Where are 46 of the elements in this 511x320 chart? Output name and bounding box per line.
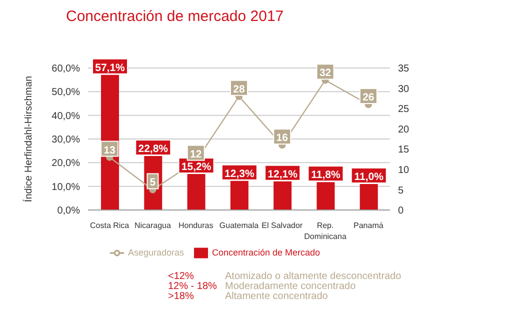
x-tick-label: Rep. Dominicana: [304, 221, 347, 241]
text: <12%: [168, 271, 195, 282]
data-label: 11,8%: [311, 169, 341, 182]
data-label: 32: [319, 67, 332, 80]
data-label: 12,1%: [268, 168, 298, 180]
data-label: 5: [150, 176, 156, 189]
y2-tick-label: 25: [398, 104, 410, 116]
legend-label: Aseguradoras: [128, 247, 184, 258]
y-tick-label: 60,0%: [52, 64, 80, 75]
y-tick-label: 40,0%: [52, 110, 80, 122]
y2-tick-label: 35: [398, 64, 410, 75]
chart-title: Concentración de mercado 2017: [66, 8, 284, 25]
x-tick-label: Panamá: [354, 221, 384, 230]
text: Moderadamente concentrado: [225, 281, 356, 292]
y-tick-label: 50,0%: [52, 87, 80, 98]
y2-tick-label: 15: [398, 144, 410, 156]
data-label: 16: [276, 132, 288, 144]
x-tick-label: Costa Rica: [90, 221, 130, 230]
x-tick-label: Nicaragua: [134, 221, 172, 230]
data-label: 15,2%: [181, 161, 212, 174]
y-tick-label: 0,0%: [57, 206, 80, 217]
text: 12% - 18%: [168, 281, 218, 292]
x-tick-label: El Salvador: [262, 221, 303, 230]
data-label: 11,0%: [354, 170, 384, 183]
y2-tick-label: 0: [398, 206, 404, 217]
text: Altamente concentrado: [225, 291, 328, 302]
text: >18%: [168, 291, 195, 302]
data-label: 28: [233, 83, 245, 96]
y-axis-title: Índice Herfindahl-Hirschman: [22, 76, 35, 202]
y2-tick-label: 20: [398, 124, 410, 136]
x-tick-label: Guatemala: [219, 221, 260, 230]
data-label: 13: [104, 144, 116, 156]
y-tick-label: 30,0%: [52, 134, 80, 146]
data-label: 57,1%: [95, 62, 126, 74]
y2-tick-label: 30: [398, 84, 410, 95]
y2-tick-label: 5: [398, 185, 404, 196]
data-label: 22,8%: [138, 143, 169, 156]
data-label: 12,3%: [224, 168, 255, 180]
data-label: 26: [362, 92, 374, 104]
legend-label: Concentración de Mercado: [212, 247, 320, 258]
y-tick-label: 20,0%: [52, 158, 80, 170]
data-label: 12: [190, 148, 202, 160]
y-tick-label: 10,0%: [52, 182, 80, 193]
x-tick-label: Honduras: [178, 221, 214, 230]
y2-tick-label: 10: [398, 164, 410, 176]
text: Atomizado o altamente desconcentrado: [225, 271, 402, 282]
